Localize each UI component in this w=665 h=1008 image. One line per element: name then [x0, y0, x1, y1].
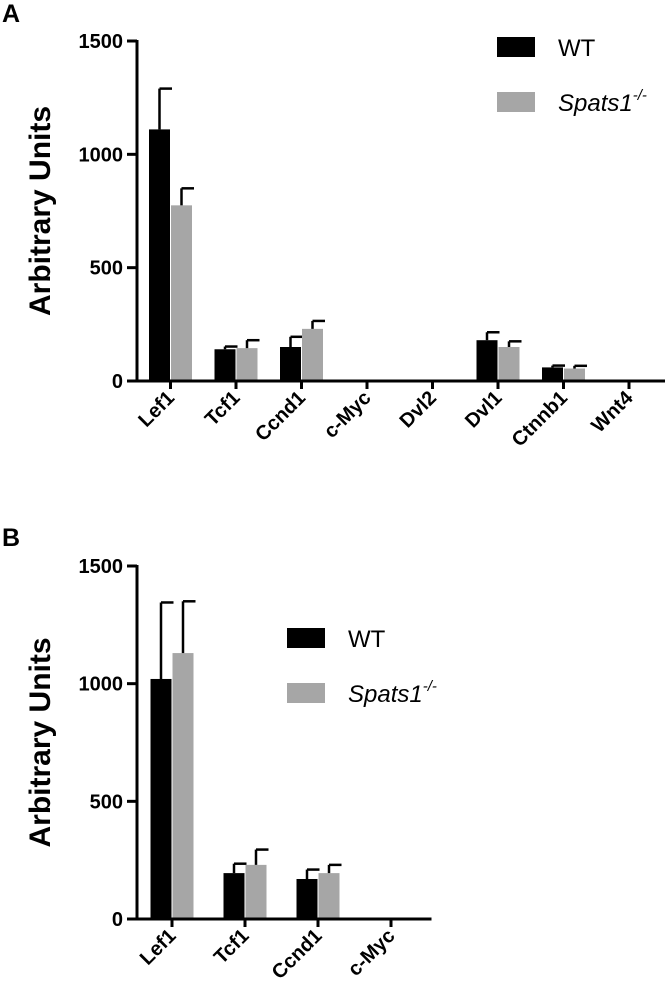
bar-a-ccnd1-s1: [302, 328, 323, 381]
legend-label-spats1-a: Spats1-/-: [558, 87, 647, 117]
x-tick-label-b-ccnd1: Ccnd1: [268, 925, 327, 984]
x-tick-label-b-c-myc: c-Myc: [344, 925, 400, 981]
bar-b-tcf1-s1: [245, 864, 267, 919]
legend-a: WT Spats1-/-: [497, 35, 647, 117]
bar-a-lef1-s1: [171, 205, 192, 381]
legend-b: WT Spats1-/-: [287, 626, 437, 708]
x-tick-label-b-lef1: Lef1: [136, 925, 181, 970]
bar-a-tcf1-s1: [236, 348, 258, 381]
legend-swatch-spats1-b: [287, 683, 325, 703]
bar-a-ctnnb1-s0: [542, 367, 563, 381]
y-axis-label-b: Arbitrary Units: [24, 637, 57, 847]
y-tick-label-b-0: 0: [112, 909, 123, 931]
bar-b-ccnd1-s0: [296, 878, 318, 919]
x-tick-label-a-wnt4: Wnt4: [587, 386, 638, 437]
legend-swatch-wt-b: [287, 628, 325, 648]
x-tick-label-b-tcf1: Tcf1: [210, 925, 254, 969]
bar-a-dvl1-s0: [476, 340, 498, 381]
legend-swatch-spats1-a: [497, 92, 535, 112]
x-tick-label-a-dvl1: Dvl1: [461, 387, 506, 432]
x-tick-label-a-tcf1: Tcf1: [201, 387, 245, 431]
legend-label-spats1-base-b: Spats1: [348, 681, 423, 708]
plot-area-a: 0 500 1000 1500 Lef1 Tcf1 Ccnd1 c-Myc Dvl2 Dvl1 Ct…: [79, 31, 665, 451]
legend-swatch-wt-a: [497, 37, 535, 57]
x-tick-label-a-ctnnb1: Ctnnb1: [508, 387, 572, 451]
panel-b: B Arbitrary Units 0 500 1000 1500 Lef1 Tcf1 Cc…: [2, 524, 437, 984]
bar-a-tcf1-s0: [214, 349, 236, 381]
panel-letter-b: B: [2, 524, 20, 552]
legend-label-spats1-sup-b: -/-: [423, 678, 437, 695]
bar-b-lef1-s0: [150, 678, 172, 919]
x-tick-label-a-lef1: Lef1: [134, 387, 179, 432]
y-tick-label-a-1500: 1500: [79, 31, 124, 53]
x-tick-label-a-c-myc: c-Myc: [320, 387, 376, 443]
legend-label-wt-b: WT: [348, 626, 386, 653]
legend-label-spats1-sup-a: -/-: [633, 87, 647, 104]
plot-area-b: 0 500 1000 1500 Lef1 Tcf1 Ccnd1 c-Myc: [79, 556, 432, 984]
panel-letter-a: A: [2, 0, 20, 28]
panel-a: A Arbitrary Units 0 500 1000 1500 Lef1 Tcf1 Cc…: [2, 0, 665, 451]
y-tick-label-b-1500: 1500: [79, 556, 124, 578]
bar-b-tcf1-s0: [223, 873, 245, 919]
y-tick-label-b-500: 500: [90, 791, 123, 813]
y-tick-label-a-1000: 1000: [79, 144, 124, 166]
bar-a-ctnnb1-s1: [564, 368, 585, 381]
bar-b-lef1-s1: [172, 653, 194, 919]
y-tick-label-b-1000: 1000: [79, 674, 124, 696]
bar-b-ccnd1-s1: [318, 873, 340, 919]
legend-label-spats1-base-a: Spats1: [558, 90, 633, 117]
y-tick-label-a-500: 500: [90, 258, 123, 280]
bar-a-lef1-s0: [149, 129, 170, 381]
y-tick-label-a-0: 0: [112, 371, 123, 393]
bar-a-ccnd1-s0: [280, 347, 301, 381]
legend-label-wt-a: WT: [558, 35, 596, 62]
legend-label-spats1-b: Spats1-/-: [348, 678, 437, 708]
x-tick-label-a-dvl2: Dvl2: [396, 387, 441, 432]
bar-a-dvl1-s1: [498, 347, 520, 381]
y-axis-label-a: Arbitrary Units: [24, 106, 57, 316]
x-tick-label-a-ccnd1: Ccnd1: [251, 387, 310, 446]
